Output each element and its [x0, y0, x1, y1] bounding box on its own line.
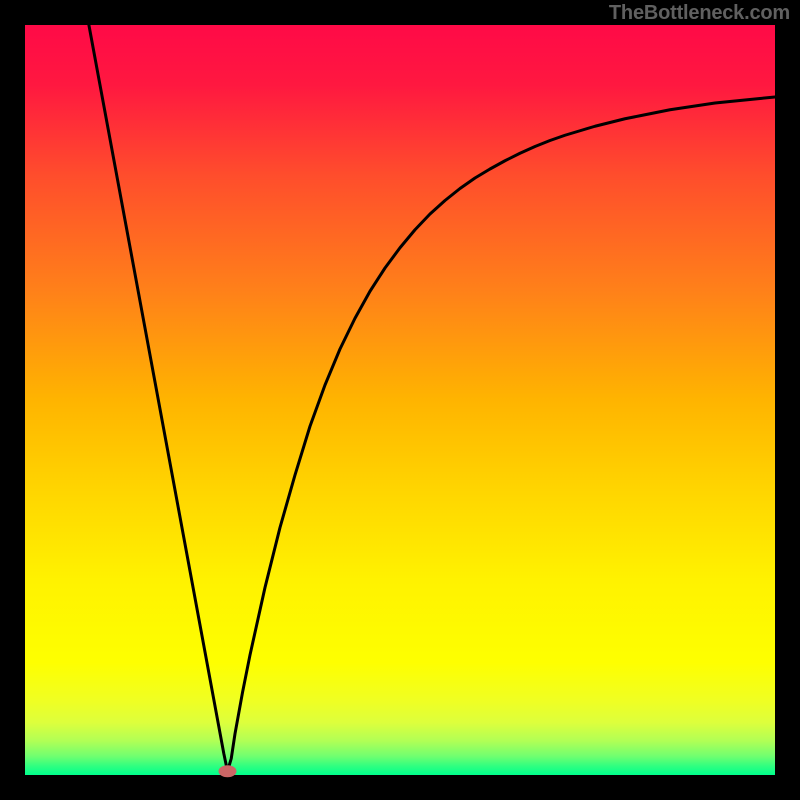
optimum-marker	[219, 765, 237, 777]
watermark-text: TheBottleneck.com	[609, 2, 790, 25]
plot-background	[25, 25, 775, 775]
bottleneck-chart	[0, 0, 800, 800]
chart-container: { "watermark": { "text": "TheBottleneck.…	[0, 0, 800, 800]
